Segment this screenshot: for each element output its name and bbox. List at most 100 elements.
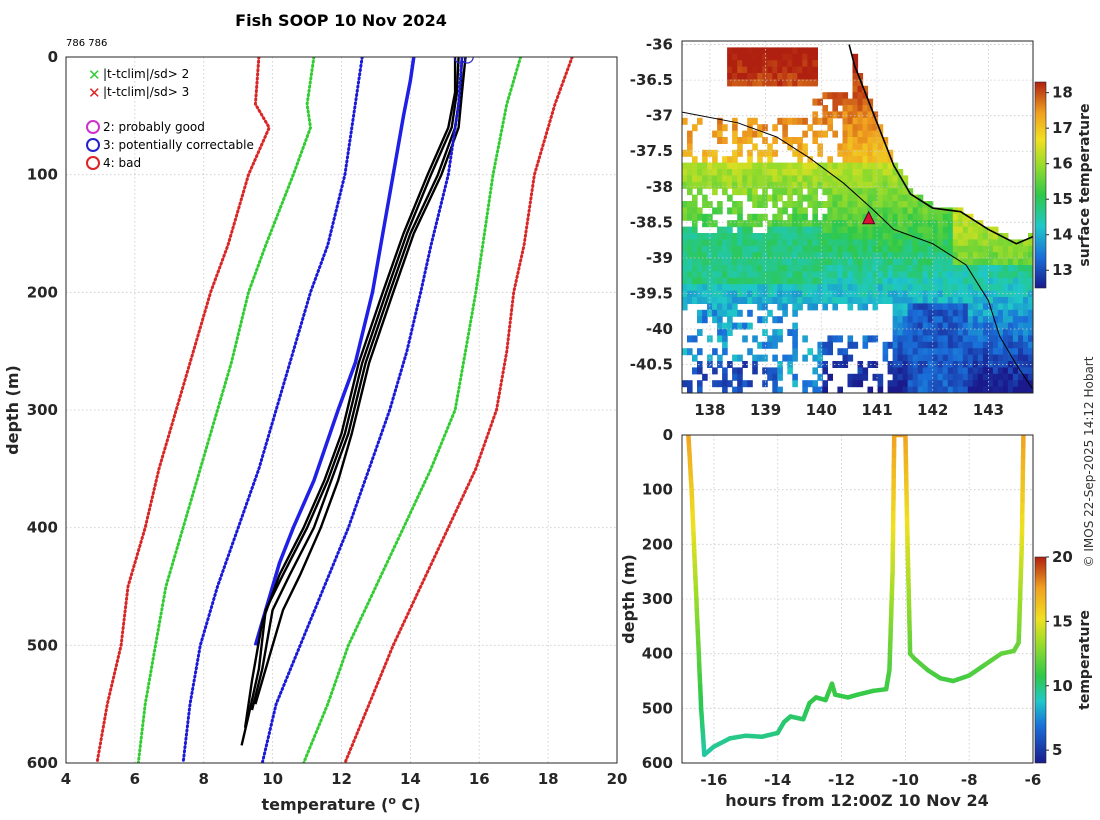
dep-xtick-label: -12 bbox=[828, 771, 855, 789]
map-grid bbox=[682, 41, 1033, 393]
sst-map: 138 139 140 141 142 143 -36-36.5-37-37.5-38-3… bbox=[630, 36, 1093, 419]
main-ytick-label: 400 bbox=[27, 519, 58, 537]
map-xticks: 138 139 140 141 142 143 bbox=[694, 401, 1004, 419]
depth-segment bbox=[727, 733, 749, 741]
main-plot-frame bbox=[65, 56, 618, 764]
sst-colorbar-label: surface temperature bbox=[1077, 103, 1093, 266]
main-xtick-label: 16 bbox=[469, 770, 490, 788]
series-observed-2 bbox=[250, 57, 464, 711]
map-ytick-label: -36.5 bbox=[630, 71, 673, 89]
dep-ytick-label: 0 bbox=[663, 426, 673, 444]
main-ylabel: depth (m) bbox=[3, 365, 22, 455]
map-xtick-label: 142 bbox=[917, 401, 948, 419]
dep-series-group bbox=[686, 435, 1026, 758]
series-clim-2sd bbox=[136, 57, 316, 763]
map-xtick-label: 143 bbox=[973, 401, 1004, 419]
dep-ytick-label: 300 bbox=[642, 590, 673, 608]
main-xtick-label: 10 bbox=[262, 770, 283, 788]
legend-flag-3: |t-tclim|/sd> 3 bbox=[103, 85, 189, 99]
dep-xtick-label: -6 bbox=[1025, 771, 1042, 789]
map-xtick-label: 140 bbox=[806, 401, 837, 419]
map-yticks: -36 -36.5 -37 -37.5 -38 -38.5 -39 -39.5 -40 -40.5 bbox=[630, 36, 673, 374]
dep-xticks: -16 -14 -12 -10 -8 -6 bbox=[700, 771, 1041, 789]
chart-title: Fish SOOP 10 Nov 2024 bbox=[235, 11, 447, 30]
depth-segment bbox=[855, 688, 876, 697]
main-series-group bbox=[95, 57, 574, 763]
depth-segment bbox=[912, 656, 930, 673]
main-ytick-label: 300 bbox=[27, 401, 58, 419]
temp-colorbar-tick: 15 bbox=[1052, 612, 1073, 630]
dep-frame bbox=[681, 434, 1034, 764]
legend-qc4-circle-icon bbox=[86, 156, 100, 170]
map-ytick-label: -39 bbox=[646, 249, 673, 267]
legend-qc3-circle-icon bbox=[86, 138, 100, 152]
series-observed-1 bbox=[240, 57, 460, 746]
main-ytick-label: 600 bbox=[27, 754, 58, 772]
series-clim-1sd bbox=[260, 57, 464, 763]
depth-segment bbox=[759, 730, 780, 740]
map-xtick-label: 138 bbox=[694, 401, 725, 419]
main-grid bbox=[65, 56, 618, 764]
map-station-marker bbox=[861, 210, 876, 225]
main-xtick-label: 4 bbox=[61, 770, 71, 788]
dep-ytick-label: 600 bbox=[642, 754, 673, 772]
legend: ✕ |t-tclim|/sd> 2 ✕ |t-tclim|/sd> 3 2: p… bbox=[86, 66, 254, 170]
dep-ytick-label: 100 bbox=[642, 481, 673, 499]
map-sst-field bbox=[682, 47, 1033, 393]
legend-qc2-circle-icon bbox=[86, 120, 100, 134]
dep-xtick-label: -16 bbox=[700, 771, 727, 789]
depth-segment bbox=[950, 673, 972, 684]
main-xtick-label: 8 bbox=[199, 770, 209, 788]
depth-segment bbox=[743, 733, 765, 740]
dep-xtick-label: -8 bbox=[961, 771, 978, 789]
sst-colorbar-tick: 15 bbox=[1052, 190, 1073, 208]
main-xtick-label: 6 bbox=[130, 770, 140, 788]
sst-colorbar-tick: 16 bbox=[1052, 155, 1073, 173]
dep-xtick-label: -10 bbox=[892, 771, 919, 789]
series-clim-2sd bbox=[302, 57, 523, 763]
depth-segment bbox=[711, 736, 733, 749]
main-xticks: 4 6 8 10 12 14 16 18 20 bbox=[61, 770, 628, 788]
temp-colorbar-tick: 5 bbox=[1052, 741, 1062, 759]
main-ytick-label: 500 bbox=[27, 636, 58, 654]
sst-colorbar-ticks: 13 14 15 16 17 18 bbox=[1046, 84, 1073, 279]
depth-segment bbox=[982, 651, 1004, 667]
temp-colorbar-tick: 10 bbox=[1052, 677, 1073, 695]
legend-x-red-icon: ✕ bbox=[88, 84, 101, 102]
main-xtick-label: 12 bbox=[331, 770, 352, 788]
main-xtick-label: 18 bbox=[538, 770, 559, 788]
main-xtick-label: 20 bbox=[607, 770, 628, 788]
main-yticks: 0 100 200 300 400 500 600 bbox=[27, 48, 58, 772]
map-xtick-label: 141 bbox=[861, 401, 892, 419]
qc3-marker bbox=[460, 57, 474, 64]
dep-ylabel: depth (m) bbox=[619, 554, 638, 644]
map-ytick-label: -38 bbox=[646, 178, 673, 196]
map-ytick-label: -39.5 bbox=[630, 284, 673, 302]
series-clim-1sd bbox=[181, 57, 364, 763]
map-ytick-label: -37.5 bbox=[630, 142, 673, 160]
series-clim-3sd bbox=[95, 57, 271, 763]
dep-ytick-label: 400 bbox=[642, 645, 673, 663]
dep-ytick-label: 500 bbox=[642, 699, 673, 717]
temp-colorbar-ticks: 5 10 15 20 bbox=[1046, 548, 1073, 759]
map-frame bbox=[681, 40, 1034, 394]
main-xtick-label: 14 bbox=[400, 770, 421, 788]
map-ytick-label: -38.5 bbox=[630, 213, 673, 231]
legend-flag-2: |t-tclim|/sd> 2 bbox=[103, 67, 189, 81]
sst-colorbar-tick: 17 bbox=[1052, 119, 1073, 137]
series-climatology bbox=[253, 57, 416, 646]
map-ship-track bbox=[682, 111, 1033, 390]
sst-colorbar-tick: 13 bbox=[1052, 261, 1073, 279]
legend-qc2: 2: probably good bbox=[103, 120, 205, 134]
depth-segment bbox=[925, 667, 943, 681]
sst-colorbar-tick: 18 bbox=[1052, 84, 1073, 102]
legend-x-green-icon: ✕ bbox=[88, 66, 101, 84]
legend-qc3: 3: potentially correctable bbox=[103, 138, 254, 152]
depth-time-plot: -16 -14 -12 -10 -8 -6 0 100 200 300 400 500 600 hou… bbox=[619, 426, 1093, 810]
depth-segment bbox=[966, 662, 988, 678]
series-observed-4 bbox=[243, 57, 457, 728]
main-ytick-label: 100 bbox=[27, 166, 58, 184]
map-ytick-label: -36 bbox=[646, 36, 673, 54]
sst-colorbar-tick: 14 bbox=[1052, 226, 1073, 244]
